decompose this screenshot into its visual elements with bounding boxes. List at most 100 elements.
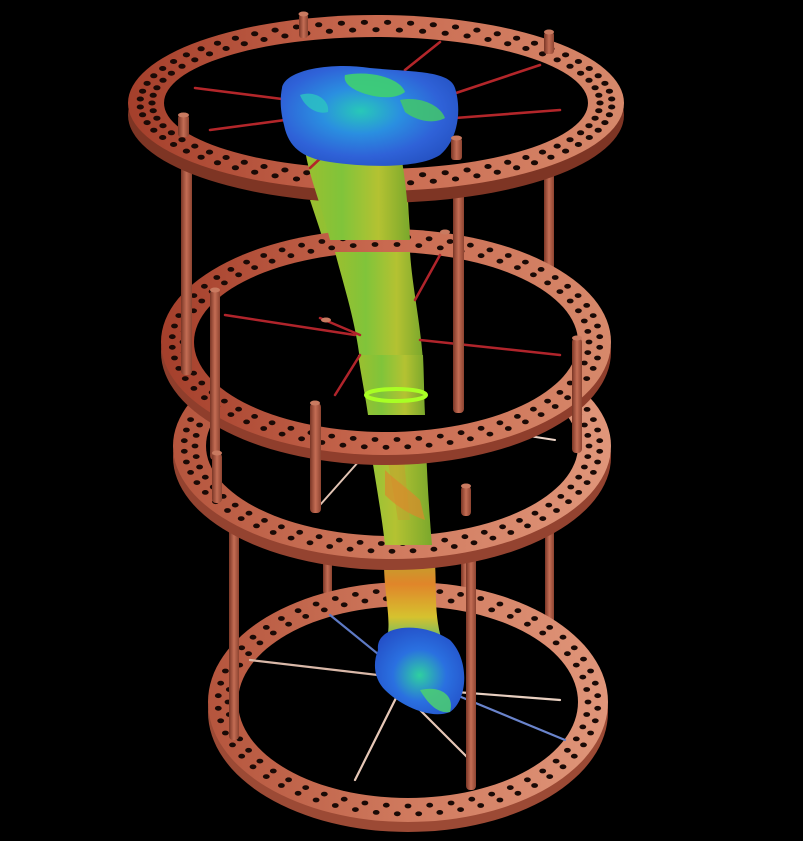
post-cap bbox=[544, 29, 554, 35]
ring-hole bbox=[382, 444, 390, 450]
ring-hole bbox=[260, 164, 268, 169]
ring-hole bbox=[524, 777, 531, 783]
ring-hole bbox=[269, 630, 277, 636]
wire bbox=[453, 108, 562, 120]
ring-hole bbox=[371, 437, 379, 442]
ring-hole bbox=[372, 810, 380, 815]
ring-hole bbox=[564, 395, 571, 401]
ring-hole bbox=[551, 275, 559, 280]
bone-shaft-segment bbox=[358, 355, 425, 415]
ring-hole bbox=[287, 535, 295, 541]
ring-hole bbox=[451, 176, 460, 182]
ring-hole bbox=[564, 283, 571, 289]
ring-hole bbox=[191, 143, 199, 149]
ring-hole bbox=[461, 534, 469, 540]
ring-hole bbox=[516, 518, 523, 523]
ring-hole bbox=[574, 293, 582, 298]
ring-hole bbox=[261, 518, 268, 523]
ring-hole bbox=[143, 120, 151, 126]
ring-hole bbox=[201, 474, 209, 480]
ring-hole bbox=[594, 693, 602, 699]
ring-hole bbox=[187, 417, 195, 422]
bone-shaft-upper bbox=[305, 150, 410, 240]
ring-hole bbox=[493, 31, 501, 37]
ring-hole bbox=[450, 544, 458, 549]
ring-hole bbox=[580, 742, 587, 748]
ring-hole bbox=[575, 474, 583, 480]
bone-shaft-orange-patch bbox=[385, 470, 425, 520]
ring-hole bbox=[217, 680, 225, 686]
ring-hole bbox=[201, 395, 208, 401]
wire bbox=[418, 338, 562, 357]
ring-top-holes bbox=[136, 19, 616, 187]
ring-hole bbox=[594, 73, 602, 79]
ring-hole bbox=[193, 480, 201, 485]
post-cap bbox=[178, 112, 189, 118]
ring-hole bbox=[260, 426, 268, 431]
ring-hole bbox=[222, 668, 229, 674]
ring-hole bbox=[227, 267, 235, 272]
ring-hole bbox=[605, 112, 614, 118]
ring-hole bbox=[579, 724, 587, 730]
ring-hole bbox=[553, 143, 561, 149]
ring-hole bbox=[148, 100, 156, 106]
ring-hole bbox=[213, 160, 222, 166]
ring-hole bbox=[192, 454, 200, 459]
ring-hole bbox=[570, 753, 578, 759]
ring-hole bbox=[514, 265, 521, 270]
post-cap bbox=[572, 335, 582, 341]
ring-hole bbox=[553, 57, 561, 63]
ring-hole bbox=[441, 170, 449, 176]
ring-hole bbox=[178, 63, 186, 69]
ring-hole bbox=[231, 502, 239, 508]
ring-hole bbox=[328, 433, 336, 439]
ring-hole bbox=[591, 85, 599, 91]
ring-hole bbox=[553, 508, 560, 513]
ring-hole bbox=[235, 272, 243, 278]
ring-hole bbox=[574, 142, 583, 147]
ring-hole bbox=[171, 323, 178, 329]
ring-hole bbox=[537, 267, 545, 272]
ring-hole bbox=[583, 480, 591, 485]
ring-hole bbox=[436, 245, 444, 251]
ring-hole bbox=[480, 529, 488, 535]
ring-hole bbox=[298, 242, 305, 248]
ring-hole bbox=[467, 242, 474, 248]
ring-hole bbox=[136, 104, 144, 110]
ring-hole bbox=[583, 407, 591, 412]
ring-hole bbox=[153, 85, 161, 91]
ring-hole bbox=[340, 602, 348, 608]
ring-hole bbox=[243, 419, 251, 425]
ring-hole bbox=[269, 530, 277, 535]
ring-hole bbox=[221, 280, 228, 286]
ring-hole bbox=[271, 173, 279, 179]
ring-hole bbox=[524, 621, 531, 627]
ring-hole bbox=[240, 159, 248, 165]
ring-hole bbox=[594, 355, 601, 361]
ring-hole bbox=[590, 470, 597, 475]
ring-hole bbox=[268, 420, 276, 426]
ring-hole bbox=[331, 596, 339, 601]
ring-hole bbox=[407, 20, 415, 26]
ring-hole bbox=[182, 148, 190, 154]
ring-hole bbox=[281, 33, 289, 39]
ring-hole bbox=[566, 137, 574, 143]
ring-hole bbox=[409, 548, 417, 554]
ring-hole bbox=[608, 96, 616, 102]
ring-hole bbox=[447, 598, 455, 604]
ring-hole bbox=[315, 22, 323, 28]
ring-hole bbox=[538, 51, 547, 57]
ring-hole bbox=[486, 247, 494, 253]
ring-hole bbox=[596, 448, 604, 454]
ring-hole bbox=[584, 350, 592, 355]
ring-hole bbox=[238, 645, 246, 651]
ring-hole bbox=[544, 398, 551, 404]
ring-hole bbox=[143, 80, 151, 86]
ring-hole bbox=[251, 31, 259, 37]
ring-hole bbox=[294, 608, 302, 614]
ring-hole bbox=[260, 253, 268, 258]
ring-hole bbox=[524, 523, 531, 529]
ring-hole bbox=[489, 535, 497, 541]
ring-hole bbox=[292, 176, 301, 182]
ring-hole bbox=[566, 298, 574, 304]
